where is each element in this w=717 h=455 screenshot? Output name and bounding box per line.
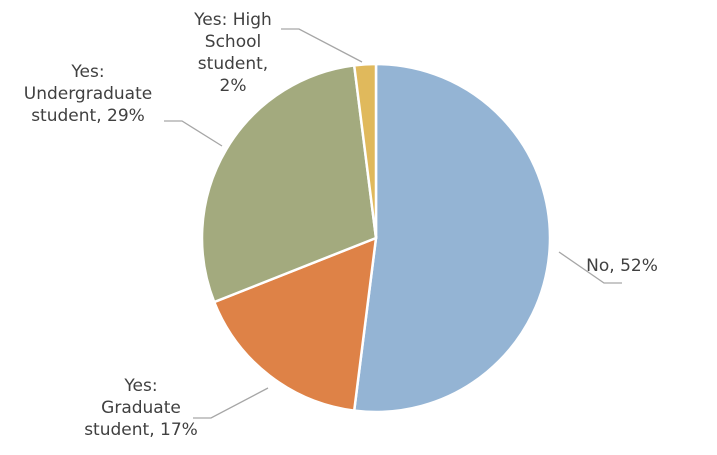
data-label: Yes: Graduate student, 17%	[84, 376, 198, 440]
data-label: Yes: Undergraduate student, 29%	[24, 62, 152, 126]
leader-line	[193, 387, 269, 419]
pie-slices	[200, 62, 552, 414]
data-label-line: School	[205, 32, 261, 52]
pie-slice-yes-high-school-student	[352, 62, 378, 239]
data-label-line: No, 52%	[586, 256, 658, 276]
leader-line	[558, 251, 622, 284]
data-label-line: Undergraduate	[24, 84, 152, 104]
data-label-line: Yes:	[70, 62, 104, 82]
pie-slice-no	[352, 62, 552, 414]
pie-slice-yes-graduate-student	[212, 236, 378, 413]
data-label-line: student, 29%	[31, 106, 145, 126]
data-label-line: student,	[198, 54, 268, 74]
data-label: Yes: High School student, 2%	[193, 10, 272, 96]
leader-lines	[164, 28, 622, 419]
data-label-line: 2%	[220, 76, 247, 96]
data-label: No, 52%	[586, 256, 658, 276]
data-labels: No, 52%Yes: Graduate student, 17%Yes: Under…	[24, 10, 658, 440]
leader-line	[281, 28, 363, 63]
pie-slice-yes-undergraduate-student	[200, 63, 378, 304]
data-label-line: student, 17%	[84, 420, 198, 440]
data-label-line: Yes: High	[193, 10, 272, 30]
data-label-line: Yes:	[123, 376, 157, 396]
leader-line	[164, 120, 223, 147]
data-label-line: Graduate	[101, 398, 181, 418]
